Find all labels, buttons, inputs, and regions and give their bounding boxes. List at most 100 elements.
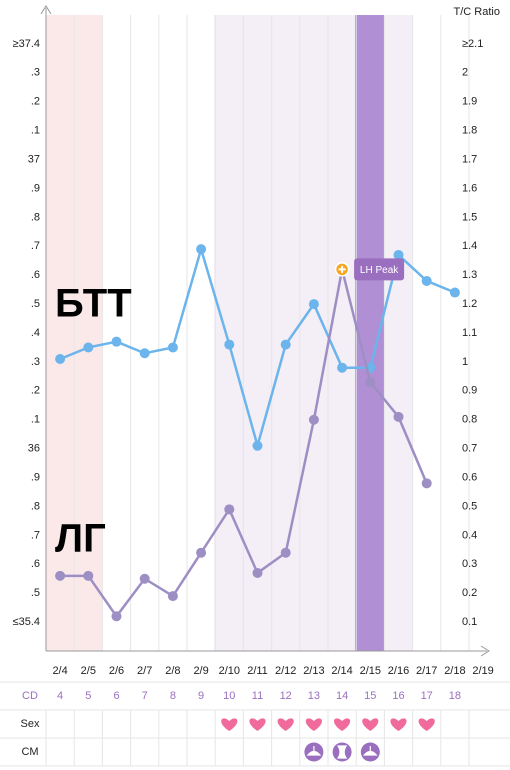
cm-shape [336, 745, 348, 759]
lh-peak-plus [338, 265, 346, 273]
series-line [60, 269, 428, 619]
y-tick-label: .2 [31, 96, 40, 108]
x-tick-label: 2/10 [219, 665, 240, 677]
y-tick-label: .7 [31, 529, 40, 541]
point [139, 348, 150, 359]
y2-tick-label: 0.7 [462, 443, 477, 455]
y2-tick-label: 1 [462, 356, 468, 368]
point [224, 339, 235, 350]
cd-value: 9 [198, 690, 204, 702]
point [167, 591, 178, 602]
point [111, 611, 122, 622]
cd-label: CD [22, 690, 38, 702]
y2-tick-label: 1.6 [462, 182, 477, 194]
point [224, 504, 235, 515]
y2-tick-label: 1.1 [462, 327, 477, 339]
cd-value: 7 [142, 690, 148, 702]
point [280, 339, 291, 350]
x-tick-label: 2/7 [137, 665, 152, 677]
y2-tick-label: 0.5 [462, 500, 477, 512]
y-tick-label: .9 [31, 471, 40, 483]
point [196, 547, 207, 558]
x-tick-label: 2/9 [193, 665, 208, 677]
x-tick-label: 2/11 [247, 665, 268, 677]
point [252, 440, 263, 451]
heart-icon [305, 718, 322, 731]
series-label: ЛГ [55, 517, 106, 561]
heart-icon [277, 718, 294, 731]
y-tick-label: .1 [31, 125, 40, 137]
y-tick-label: .3 [31, 356, 40, 368]
cd-value: 5 [85, 690, 91, 702]
point [365, 377, 376, 388]
cd-value: 15 [364, 690, 376, 702]
y2-tick-label: 1.3 [462, 269, 477, 281]
cd-value: 13 [308, 690, 320, 702]
y-tick-label: ≥37.4 [13, 38, 40, 50]
y-tick-label: 37 [28, 153, 40, 165]
cd-value: 10 [223, 690, 235, 702]
x-tick-label: 2/8 [165, 665, 180, 677]
y-tick-label: .8 [31, 500, 40, 512]
point [111, 336, 122, 347]
y-tick-label: .6 [31, 558, 40, 570]
y2-axis-label: T/C Ratio [454, 6, 500, 18]
point [337, 362, 348, 373]
cd-value: 8 [170, 690, 176, 702]
y2-tick-label: 1.5 [462, 211, 477, 223]
x-tick-label: 2/16 [388, 665, 409, 677]
point [308, 299, 319, 310]
y-tick-label: 36 [28, 443, 40, 455]
cm-shape [306, 746, 322, 756]
annotation-text: LH Peak [360, 265, 399, 276]
y2-tick-label: 1.2 [462, 298, 477, 310]
y-tick-label: ≤35.4 [13, 616, 40, 628]
series-label: БТТ [55, 282, 132, 326]
x-tick-label: 2/6 [109, 665, 124, 677]
x-tick-label: 2/12 [275, 665, 296, 677]
heart-icon [362, 718, 379, 731]
x-tick-label: 2/5 [81, 665, 96, 677]
row-label: Sex [21, 718, 40, 730]
heart-icon [334, 718, 351, 731]
point [280, 547, 291, 558]
point [167, 342, 178, 353]
point [308, 414, 319, 425]
cd-value: 4 [57, 690, 63, 702]
point [83, 342, 94, 353]
cm-shape [362, 746, 378, 756]
y2-tick-label: 0.8 [462, 414, 477, 426]
y2-tick-label: 2 [462, 67, 468, 79]
x-tick-label: 2/18 [444, 665, 465, 677]
point [196, 244, 207, 255]
y2-tick-label: 0.1 [462, 616, 477, 628]
point [139, 573, 150, 584]
y2-tick-label: 0.6 [462, 471, 477, 483]
point [421, 275, 432, 286]
point [55, 354, 66, 365]
cd-value: 16 [392, 690, 404, 702]
y-tick-label: .1 [31, 414, 40, 426]
y2-tick-label: ≥2.1 [462, 38, 483, 50]
y-tick-label: .5 [31, 587, 40, 599]
x-tick-label: 2/17 [416, 665, 437, 677]
cd-value: 17 [421, 690, 433, 702]
annotation-box [354, 258, 405, 281]
x-tick-label: 2/15 [360, 665, 381, 677]
y-tick-label: .4 [31, 327, 40, 339]
y2-tick-label: 1.7 [462, 153, 477, 165]
point [421, 478, 432, 489]
y2-tick-label: 0.9 [462, 385, 477, 397]
cd-value: 12 [280, 690, 292, 702]
x-tick-label: 2/13 [303, 665, 324, 677]
y-tick-label: .7 [31, 240, 40, 252]
axis-arrows [40, 5, 490, 657]
cd-value: 11 [252, 690, 263, 702]
y2-tick-label: 1.9 [462, 96, 477, 108]
cd-value: 14 [336, 690, 348, 702]
point [393, 411, 404, 422]
point [393, 249, 404, 260]
x-tick-label: 2/19 [472, 665, 493, 677]
y-tick-label: .2 [31, 385, 40, 397]
